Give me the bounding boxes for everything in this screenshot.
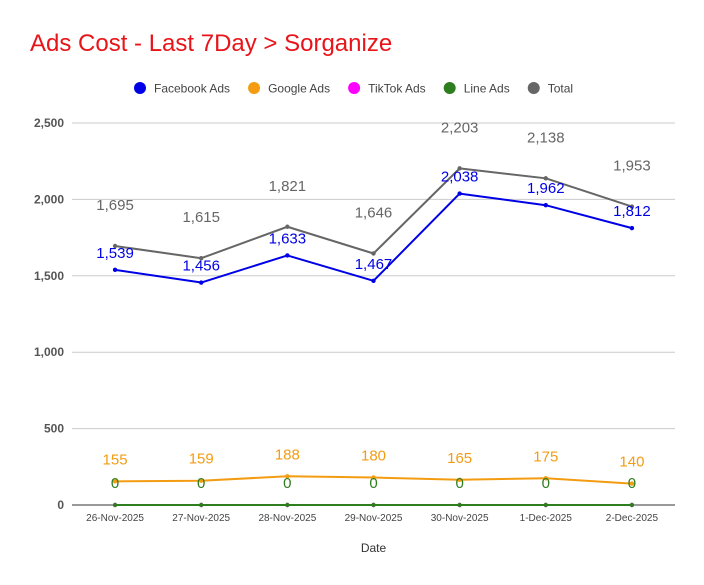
legend-marker <box>248 82 261 94</box>
data-point-facebook-ads <box>543 203 548 208</box>
data-point-google-ads <box>629 481 635 486</box>
data-label-line-ads: 0 <box>197 475 205 492</box>
y-tick-label: 0 <box>57 498 64 512</box>
data-label-facebook-ads: 2,038 <box>441 169 479 186</box>
data-label-google-ads: 165 <box>447 450 472 467</box>
data-label-google-ads: 140 <box>619 454 644 471</box>
data-label-facebook-ads: 1,456 <box>182 258 220 275</box>
legend-item-total[interactable]: Total <box>527 82 573 96</box>
data-point-total <box>629 204 635 209</box>
data-label-line-ads: 0 <box>369 475 377 492</box>
data-point-line-ads <box>543 502 548 508</box>
data-label-line-ads: 0 <box>111 475 119 492</box>
data-point-line-ads <box>629 502 635 508</box>
x-tick-label: 1-Dec-2025 <box>520 513 573 524</box>
legend-marker <box>443 82 456 94</box>
legend-item-line-ads[interactable]: Line Ads <box>443 82 510 96</box>
data-point-total <box>112 243 118 249</box>
legend-marker <box>134 82 146 94</box>
data-labels: 1,539 1,456 1,633 1,467 2,038 1,962 1,812 155 15… <box>96 119 650 492</box>
data-point-total <box>199 256 204 261</box>
legend-marker <box>348 82 361 94</box>
data-label-total: 2,138 <box>527 129 565 146</box>
data-label-total: 1,615 <box>182 209 220 226</box>
y-tick-label: 2,000 <box>34 192 64 206</box>
y-tick-label: 500 <box>44 422 64 436</box>
data-point-facebook-ads <box>199 280 204 285</box>
legend[interactable]: Facebook Ads Google Ads TikTok Ads Line Ads… <box>134 82 573 96</box>
data-label-google-ads: 188 <box>275 446 300 463</box>
data-label-line-ads: 0 <box>628 475 636 492</box>
legend-label: Google Ads <box>268 82 330 96</box>
data-point-total <box>457 166 462 171</box>
data-label-line-ads: 0 <box>542 475 550 492</box>
data-label-total: 1,646 <box>355 204 393 221</box>
data-label-google-ads: 159 <box>189 451 214 468</box>
data-label-total: 1,821 <box>269 178 307 195</box>
chart-title: Ads Cost - Last 7Day > Sorganize <box>30 30 393 57</box>
data-point-line-ads <box>371 502 376 508</box>
data-label-total: 1,695 <box>96 197 134 214</box>
x-tick-label: 28-Nov-2025 <box>258 513 316 524</box>
data-point-google-ads <box>457 477 462 482</box>
data-point-total <box>543 176 548 181</box>
y-tick-label: 1,500 <box>34 269 64 283</box>
legend-label: Facebook Ads <box>154 82 230 96</box>
series <box>112 166 635 508</box>
x-tick-label: 2-Dec-2025 <box>606 513 659 524</box>
data-point-google-ads <box>285 474 290 479</box>
data-point-total <box>285 224 290 229</box>
x-tick-label: 27-Nov-2025 <box>172 513 230 524</box>
data-point-facebook-ads <box>112 267 118 273</box>
legend-item-google-ads[interactable]: Google Ads <box>248 82 330 96</box>
data-point-line-ads <box>285 502 290 508</box>
legend-label: Total <box>548 82 573 96</box>
data-label-facebook-ads: 1,812 <box>613 203 651 220</box>
y-tick-label: 1,000 <box>34 345 64 359</box>
data-label-line-ads: 0 <box>283 475 291 492</box>
data-label-google-ads: 180 <box>361 447 386 464</box>
x-axis-label: Date <box>361 541 387 555</box>
data-label-facebook-ads: 1,633 <box>269 230 307 247</box>
data-point-facebook-ads <box>629 225 635 231</box>
data-point-facebook-ads <box>371 278 376 284</box>
data-point-total <box>371 251 376 256</box>
data-point-facebook-ads <box>457 191 462 196</box>
x-tick-label: 29-Nov-2025 <box>345 513 403 524</box>
legend-item-facebook-ads[interactable]: Facebook Ads <box>134 82 230 96</box>
x-tick-label: 30-Nov-2025 <box>431 513 489 524</box>
data-label-facebook-ads: 1,962 <box>527 180 565 197</box>
data-point-line-ads <box>112 502 118 508</box>
y-tick-label: 2,500 <box>34 116 64 130</box>
data-label-line-ads: 0 <box>455 475 463 492</box>
data-point-google-ads <box>112 479 118 484</box>
data-label-google-ads: 155 <box>103 451 128 468</box>
data-label-total: 2,203 <box>441 119 479 136</box>
y-axis-ticks: 0 500 1,000 1,500 2,000 2,500 <box>34 116 64 512</box>
data-point-line-ads <box>457 502 462 508</box>
data-label-google-ads: 175 <box>533 448 558 465</box>
data-point-line-ads <box>199 502 204 508</box>
data-point-facebook-ads <box>285 253 290 258</box>
legend-item-tiktok-ads[interactable]: TikTok Ads <box>348 82 426 96</box>
data-point-google-ads <box>199 478 204 483</box>
data-label-facebook-ads: 1,539 <box>96 245 134 262</box>
data-point-google-ads <box>543 476 548 481</box>
x-axis-ticks: 26-Nov-2025 27-Nov-2025 28-Nov-2025 29-Nov-… <box>86 513 658 524</box>
data-point-google-ads <box>371 475 376 480</box>
x-tick-label: 26-Nov-2025 <box>86 513 144 524</box>
data-label-total: 1,953 <box>613 158 651 175</box>
data-label-facebook-ads: 1,467 <box>355 256 393 273</box>
legend-marker <box>527 82 540 94</box>
legend-label: Line Ads <box>464 82 510 96</box>
legend-label: TikTok Ads <box>368 82 426 96</box>
